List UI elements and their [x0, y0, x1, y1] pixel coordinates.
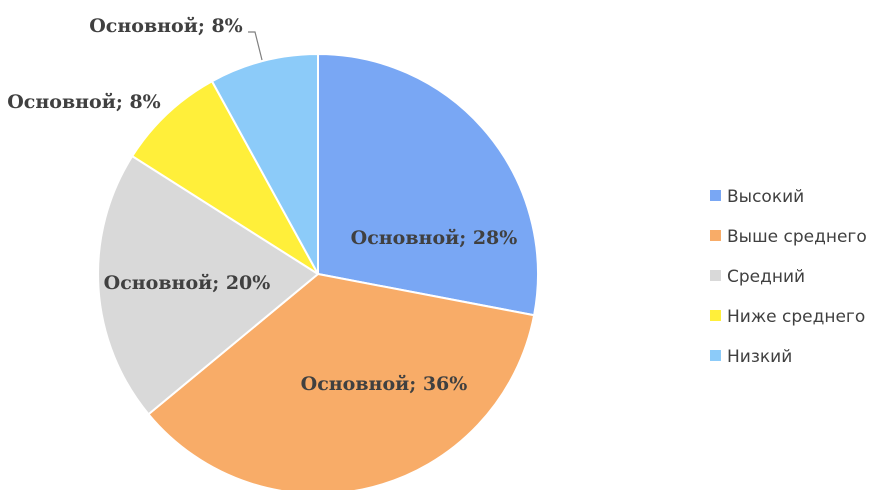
legend-label-3: Средний: [727, 267, 805, 287]
data-labels: Основной; 28% Основной; 36% Основной; 20% О…: [7, 15, 517, 395]
legend-label-4: Ниже среднего: [727, 307, 865, 327]
legend-swatch-3: [710, 270, 721, 281]
data-label-1: Основной; 28%: [351, 227, 518, 249]
data-label-4: Основной; 8%: [7, 91, 160, 113]
legend-swatch-2: [710, 230, 721, 241]
data-label-5: Основной; 8%: [89, 15, 242, 37]
data-label-3: Основной; 20%: [104, 272, 271, 294]
legend-swatch-5: [710, 350, 721, 361]
data-label-2: Основной; 36%: [301, 373, 468, 395]
pie-slice-2: [147, 272, 536, 490]
pie-slices: [97, 52, 539, 490]
legend-label-2: Выше среднего: [727, 227, 867, 247]
legend-label-1: Высокий: [727, 187, 804, 207]
pie-slice-5: [210, 52, 319, 275]
pie-slice-4: [130, 79, 319, 275]
legend-swatch-4: [710, 310, 721, 321]
leader-line: [248, 31, 263, 61]
legend-label-5: Низкий: [727, 347, 792, 367]
legend: Высокий Выше среднего Средний Ниже среднего…: [710, 187, 867, 367]
pie-slice-3: [97, 154, 320, 416]
pie-slice-1: [317, 52, 539, 317]
legend-swatch-1: [710, 190, 721, 201]
